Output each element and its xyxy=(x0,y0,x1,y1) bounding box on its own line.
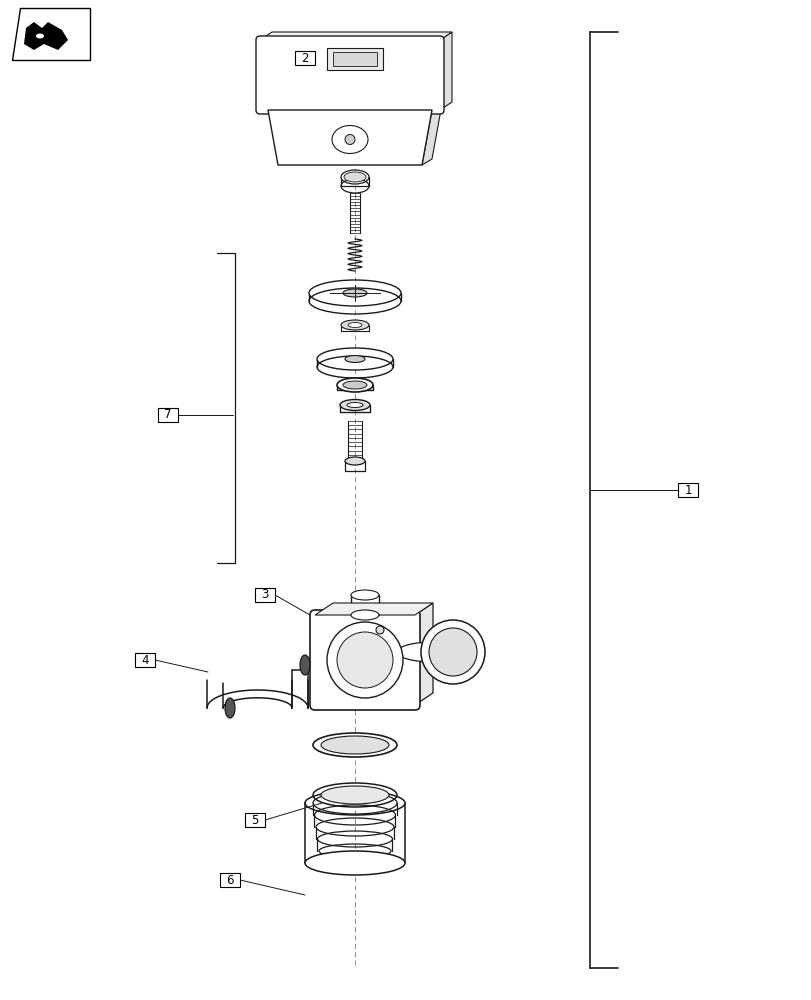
Ellipse shape xyxy=(225,698,234,718)
Ellipse shape xyxy=(341,320,368,330)
Ellipse shape xyxy=(320,736,388,754)
Ellipse shape xyxy=(312,733,397,757)
Text: 3: 3 xyxy=(261,588,268,601)
Text: 4: 4 xyxy=(141,654,148,666)
Ellipse shape xyxy=(36,33,44,38)
Text: 5: 5 xyxy=(251,814,259,826)
Text: 1: 1 xyxy=(684,484,691,496)
Polygon shape xyxy=(268,110,431,165)
Ellipse shape xyxy=(305,851,405,875)
FancyBboxPatch shape xyxy=(255,36,444,114)
Ellipse shape xyxy=(337,632,393,688)
Ellipse shape xyxy=(340,399,370,410)
Ellipse shape xyxy=(312,783,397,807)
Bar xyxy=(677,483,697,497)
Ellipse shape xyxy=(327,622,402,698)
Ellipse shape xyxy=(420,620,484,684)
Bar xyxy=(333,52,376,66)
Ellipse shape xyxy=(344,172,366,182)
Ellipse shape xyxy=(320,786,388,804)
Bar xyxy=(158,408,178,422)
Ellipse shape xyxy=(332,125,367,153)
Polygon shape xyxy=(260,32,452,40)
Text: 7: 7 xyxy=(164,408,172,422)
Bar xyxy=(327,48,383,70)
Bar xyxy=(260,40,440,110)
Bar xyxy=(135,653,155,667)
Polygon shape xyxy=(440,32,452,110)
Ellipse shape xyxy=(341,170,368,184)
Polygon shape xyxy=(315,603,432,615)
Text: 2: 2 xyxy=(301,51,308,64)
Bar xyxy=(294,51,315,65)
FancyBboxPatch shape xyxy=(310,610,419,710)
Polygon shape xyxy=(422,104,441,165)
Ellipse shape xyxy=(316,348,393,370)
Ellipse shape xyxy=(342,381,367,389)
Polygon shape xyxy=(12,8,90,60)
Bar xyxy=(245,813,264,827)
Ellipse shape xyxy=(397,642,469,662)
Ellipse shape xyxy=(309,280,401,306)
Ellipse shape xyxy=(350,590,379,600)
Circle shape xyxy=(345,134,354,144)
Ellipse shape xyxy=(299,655,310,675)
Ellipse shape xyxy=(342,289,367,297)
Ellipse shape xyxy=(337,378,372,392)
Polygon shape xyxy=(24,22,68,50)
Ellipse shape xyxy=(348,322,362,328)
Ellipse shape xyxy=(428,628,476,676)
Circle shape xyxy=(375,626,384,634)
Ellipse shape xyxy=(345,356,365,362)
Polygon shape xyxy=(414,603,432,705)
Bar xyxy=(350,595,379,615)
Bar xyxy=(220,873,240,887)
Bar xyxy=(255,588,275,602)
Ellipse shape xyxy=(346,402,363,408)
Text: 6: 6 xyxy=(226,874,234,886)
Ellipse shape xyxy=(345,457,365,465)
Ellipse shape xyxy=(350,610,379,620)
